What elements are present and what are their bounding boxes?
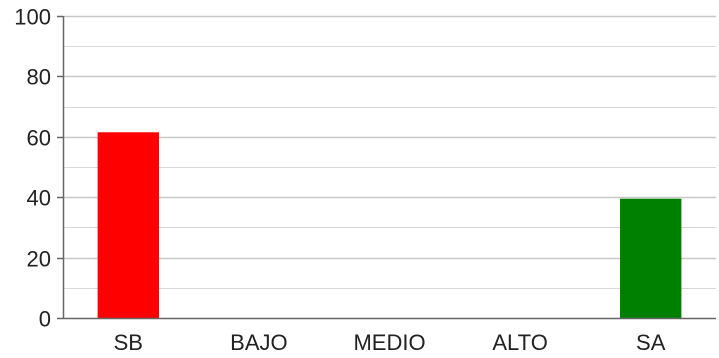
bar-sb	[97, 132, 159, 318]
x-tick-label: SA	[636, 330, 666, 353]
y-tick-label: 100	[14, 5, 51, 30]
x-tick-label: MEDIO	[353, 330, 425, 353]
y-tick-label: 0	[39, 307, 51, 332]
y-tick-label: 20	[27, 247, 51, 272]
bar-sa	[620, 198, 682, 318]
axis-layer	[57, 15, 716, 320]
y-tick-label: 60	[27, 126, 51, 151]
grid-layer	[63, 15, 716, 289]
x-tick-label: ALTO	[492, 330, 547, 353]
y-tick-labels: 0 20 40 60 80 100	[14, 5, 51, 332]
bar-layer	[97, 132, 682, 318]
x-tick-labels: SB BAJO MEDIO ALTO SA	[114, 330, 666, 355]
y-tick-label: 40	[27, 186, 51, 211]
x-tick-label: BAJO	[230, 330, 287, 353]
y-tick-label: 80	[27, 65, 51, 90]
x-tick-label: SB	[114, 330, 143, 353]
